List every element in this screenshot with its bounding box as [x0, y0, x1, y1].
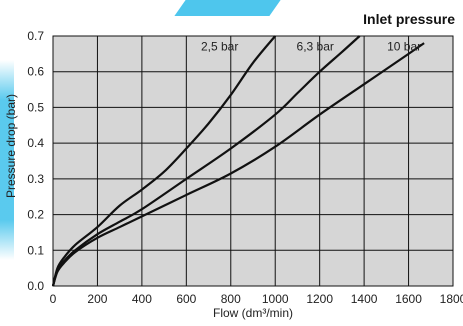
y-axis-label: Pressure drop (bar) [4, 94, 18, 198]
y-tick-label: 0.2 [27, 208, 44, 222]
y-tick-label: 0.0 [27, 279, 44, 293]
watermark-stripe-left [0, 60, 14, 260]
x-tick-label: 1200 [306, 292, 333, 306]
x-tick-label: 800 [221, 292, 241, 306]
grid [52, 35, 454, 287]
series-layer [51, 35, 425, 287]
y-tick-label: 0.3 [27, 172, 44, 186]
y-tick-label: 0.7 [27, 29, 44, 43]
y-tick-label: 0.5 [27, 100, 44, 114]
y-axis: 0.0 0.1 0.2 0.3 0.4 0.5 0.6 0.7 [27, 29, 44, 293]
y-tick-label: 0.6 [27, 65, 44, 79]
x-tick-label: 600 [176, 292, 196, 306]
x-tick-label: 1400 [351, 292, 378, 306]
x-tick-label: 1000 [262, 292, 289, 306]
series-line [51, 42, 425, 287]
x-tick-label: 200 [87, 292, 107, 306]
y-tick-label: 0.4 [27, 136, 44, 150]
series-line [51, 35, 361, 287]
series-label: 2,5 bar [201, 40, 238, 54]
x-tick-label: 0 [50, 292, 57, 306]
series-line [51, 35, 277, 287]
x-tick-label: 400 [132, 292, 152, 306]
x-tick-label: 1600 [395, 292, 422, 306]
y-tick-label: 0.1 [27, 243, 44, 257]
series-labels: 2,5 bar 6,3 bar 10 bar [201, 40, 421, 54]
chart-title: Inlet pressure [363, 11, 455, 27]
x-axis-label: Flow (dm³/min) [213, 306, 293, 320]
series-label: 6,3 bar [297, 40, 334, 54]
series-label: 10 bar [387, 40, 421, 54]
